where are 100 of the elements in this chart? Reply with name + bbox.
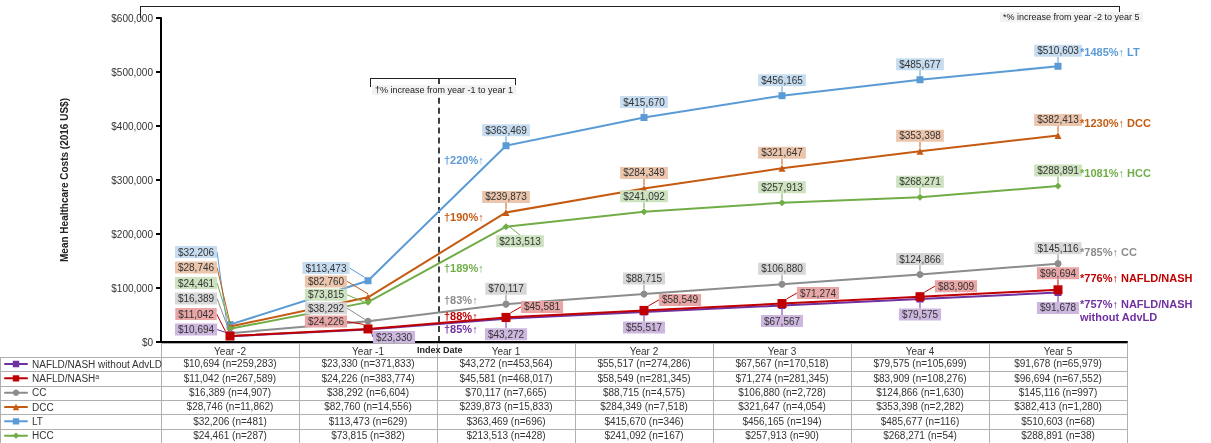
annotation: *1081%↑ HCC: [1080, 166, 1152, 180]
data-label: $32,206: [177, 246, 215, 258]
x-tick-label: Year 1: [491, 345, 521, 357]
annotation: †% increase from year -1 to year 1: [372, 85, 517, 95]
point: [778, 92, 786, 100]
text: $55,517 (n=274,286): [596, 358, 692, 371]
text: $257,913 (n=90): [744, 429, 820, 442]
text: $45,581 (n=468,017): [458, 372, 554, 385]
annotation: *% increase from year -2 to year 5: [1000, 12, 1143, 22]
y-tick-label: $400,000: [111, 120, 154, 132]
point: [1054, 182, 1062, 190]
x-tick-label: Year -1: [352, 345, 385, 357]
data-label: $82,760: [307, 275, 345, 287]
point: [778, 199, 786, 207]
annotation: *776%↑ NAFLD/NASH: [1080, 271, 1194, 285]
annotation: †83%↑: [444, 294, 478, 307]
point: [916, 147, 924, 155]
data-label: $24,226: [307, 316, 345, 328]
text: $58,549 (n=281,345): [596, 372, 692, 385]
text: $83,909 (n=108,276): [872, 372, 968, 385]
text: $24,461 (n=287): [192, 429, 268, 442]
annotation: *1485%↑ LT: [1080, 46, 1141, 60]
annotation: †85%↑: [444, 323, 478, 336]
data-label: $239,873: [485, 191, 528, 203]
text: $28,746 (n=11,862): [185, 401, 275, 414]
data-label: $55,517: [625, 322, 663, 334]
text: $79,575 (n=105,699): [872, 358, 968, 371]
text: $145,116 (n=997): [989, 386, 1127, 399]
text: $67,567 (n=170,518): [734, 358, 830, 371]
text: $363,469 (n=696): [465, 415, 547, 428]
point: [502, 142, 510, 150]
annotation: *1230%↑ DCC: [1080, 117, 1152, 131]
text: $268,271 (n=54): [882, 429, 958, 442]
point: [916, 271, 924, 279]
data-label: $353,398: [899, 130, 942, 142]
text: $43,272 (n=453,564): [458, 358, 554, 371]
data-label: $363,469: [485, 124, 528, 136]
data-label: $113,473: [305, 262, 347, 274]
text: $32,206 (n=481): [192, 415, 268, 428]
y-tick-label: $500,000: [111, 66, 154, 78]
x-tick-label: Year 4: [905, 345, 935, 357]
text: $239,873 (n=15,833): [458, 401, 554, 414]
text: $88,715 (n=4,575): [602, 386, 686, 399]
data-label: $124,866: [899, 253, 942, 265]
data-label: $28,746: [177, 262, 215, 273]
text: $113,473 (n=629): [327, 415, 409, 428]
point: [364, 298, 372, 306]
text: $456,165 (n=194): [741, 415, 823, 428]
y-tick-label: $200,000: [111, 228, 154, 240]
data-label: $510,603: [1037, 45, 1080, 57]
data-label: $456,165: [761, 74, 804, 86]
text: $106,880 (n=2,728): [737, 386, 827, 399]
data-label: $268,271: [899, 176, 942, 188]
text: $382,413 (n=1,280): [989, 401, 1127, 414]
data-label: $284,349: [623, 167, 666, 179]
data-label: $91,678: [1039, 302, 1077, 314]
data-label: $96,694: [1039, 267, 1077, 279]
y-tick-label: $600,000: [111, 12, 154, 24]
point: [916, 193, 924, 201]
data-label: $10,694: [177, 324, 215, 335]
text: $510,603 (n=68): [989, 415, 1127, 428]
data-label: $43,272: [487, 328, 525, 340]
data-label: $16,389: [177, 293, 215, 304]
y-axis-title: Mean Healthcare Costs (2016 US$): [58, 98, 70, 262]
text: $24,226 (n=383,774): [320, 372, 416, 385]
text: $91,678 (n=65,979): [989, 358, 1127, 371]
data-label: $38,292: [307, 302, 345, 314]
data-label: $58,549: [661, 294, 699, 306]
text: $82,760 (n=14,556): [323, 401, 413, 414]
point: [502, 223, 510, 231]
text: $38,292 (n=6,604): [326, 386, 410, 399]
data-label: $79,575: [901, 309, 939, 321]
annotation: †189%↑: [444, 262, 484, 275]
text: $284,349 (n=7,518): [599, 401, 689, 414]
point: [1054, 260, 1062, 268]
x-tick-label: Year 3: [767, 345, 797, 357]
point: [778, 164, 786, 172]
data-label: $145,116: [1037, 242, 1079, 254]
text: $124,866 (n=1,630): [875, 386, 965, 399]
text: $70,117 (n=7,665): [464, 386, 548, 399]
data-label: $321,647: [761, 147, 804, 159]
data-label: $23,330: [375, 331, 413, 343]
legend-label: CC: [32, 387, 47, 399]
annotation: †220%↑: [444, 154, 484, 167]
data-label: $382,413: [1037, 114, 1080, 126]
annotation: *757%↑ NAFLD/NASH without AdvLD: [1080, 298, 1194, 325]
text: $415,670 (n=346): [603, 415, 685, 428]
legend-label: NAFLD/NASH without AdvLD: [32, 358, 163, 370]
legend-label: DCC: [32, 401, 54, 413]
x-tick-label: Year 5: [1043, 345, 1073, 357]
text: $16,389 (n=4,907): [188, 386, 272, 399]
data-label: $88,715: [625, 273, 663, 285]
point: [916, 76, 924, 84]
point: [502, 208, 510, 216]
text: Index Date: [417, 344, 463, 357]
text: $321,647 (n=4,054): [737, 401, 827, 414]
data-label: $24,461: [177, 277, 215, 289]
text: $485,677 (n=116): [879, 415, 961, 428]
text: $241,092 (n=167): [603, 429, 685, 442]
text: $11,042 (n=267,589): [182, 372, 278, 385]
